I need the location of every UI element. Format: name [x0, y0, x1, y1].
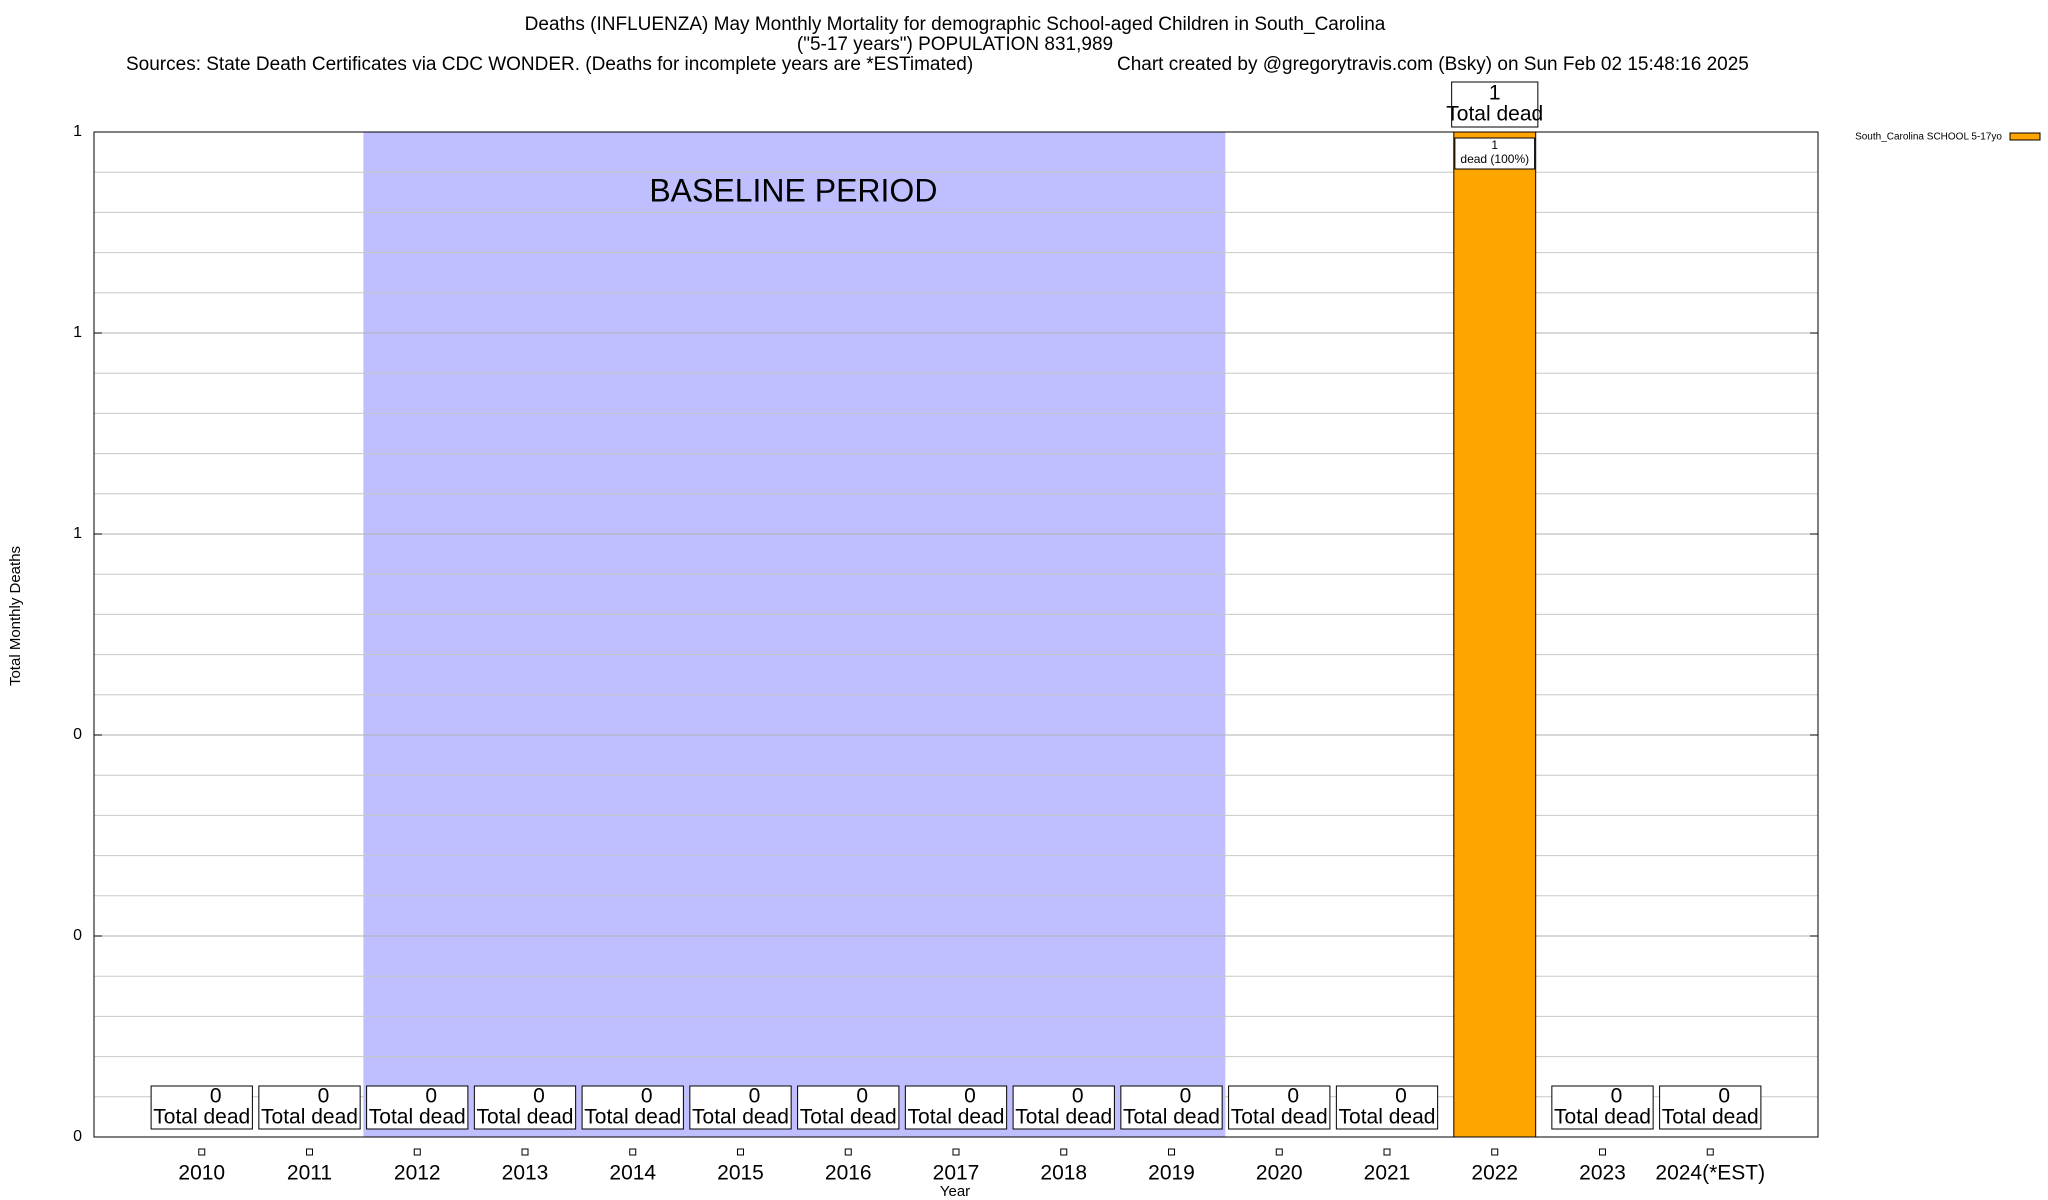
x-tick-label: 2012: [394, 1162, 441, 1185]
total-label: Total dead: [908, 1106, 1005, 1129]
x-tick: [1168, 1148, 1175, 1156]
x-tick: [952, 1148, 960, 1156]
total-label: Total dead: [1554, 1106, 1651, 1129]
x-tick: [844, 1148, 852, 1156]
chart-title: Deaths (INFLUENZA) May Monthly Mortality…: [525, 14, 1386, 35]
x-tick: [1599, 1148, 1606, 1156]
total-value-label: 0: [1072, 1085, 1084, 1108]
total-label: Total dead: [1339, 1106, 1436, 1129]
x-tick: [737, 1148, 744, 1156]
total-label: Total dead: [1446, 103, 1543, 126]
total-value-label: 0: [856, 1085, 868, 1108]
x-tick-label: 2011: [287, 1162, 332, 1185]
total-label: Total dead: [477, 1106, 574, 1129]
total-label-box: [1120, 1085, 1223, 1130]
x-tick-label: 2017: [933, 1162, 980, 1185]
total-label-box: [797, 1085, 900, 1130]
total-label-box: [150, 1085, 253, 1130]
x-tick: [1275, 1148, 1283, 1156]
y-tick-label: 0: [73, 726, 82, 743]
x-tick-label: 2023: [1579, 1162, 1626, 1185]
total-label: Total dead: [584, 1106, 681, 1129]
baseline-label: BASELINE PERIOD: [649, 172, 937, 208]
x-tick: [413, 1148, 421, 1156]
total-label-box: [258, 1085, 361, 1130]
x-tick-label: 2019: [1148, 1162, 1195, 1185]
total-label-box: [366, 1085, 469, 1130]
total-label-box: [904, 1085, 1008, 1130]
chart-subtitle: ("5-17 years") POPULATION 831,989: [797, 34, 1113, 55]
total-value-label: 0: [318, 1085, 330, 1108]
x-tick-label: 2016: [825, 1162, 872, 1185]
x-tick: [1383, 1148, 1391, 1156]
x-axis-label: Year: [940, 1183, 970, 1200]
segment-label-box: [1454, 137, 1536, 170]
total-label: Total dead: [1231, 1106, 1328, 1129]
total-label: Total dead: [153, 1106, 250, 1129]
x-tick-label: 2022: [1471, 1162, 1518, 1185]
y-axis-label: Total Monthly Deaths: [7, 546, 24, 686]
x-tick-label: 2013: [502, 1162, 549, 1185]
x-tick: [1706, 1148, 1714, 1156]
total-label: Total dead: [261, 1106, 358, 1129]
total-label-box: [1335, 1085, 1439, 1130]
x-tick: [1491, 1148, 1499, 1156]
total-value-label: 0: [425, 1085, 437, 1108]
x-tick: [629, 1148, 637, 1156]
total-label: Total dead: [1015, 1106, 1112, 1129]
x-tick: [306, 1148, 313, 1156]
segment-value-label: 1: [1491, 138, 1498, 152]
x-tick-label: 2024(*EST): [1655, 1162, 1765, 1185]
x-tick-label: 2014: [609, 1162, 656, 1185]
total-value-label: 0: [1718, 1085, 1730, 1108]
total-value-label: 0: [1611, 1085, 1623, 1108]
y-tick-label: 1: [73, 123, 82, 140]
total-label-box: [1659, 1085, 1762, 1130]
plot-frame: [93, 131, 1819, 1138]
total-label: Total dead: [1662, 1106, 1759, 1129]
total-value-label: 1: [1489, 82, 1501, 105]
total-label-box: [1551, 1085, 1654, 1130]
x-tick: [198, 1148, 206, 1156]
x-tick-label: 2015: [717, 1162, 764, 1185]
total-label-box: [1012, 1085, 1115, 1130]
total-label: Total dead: [692, 1106, 789, 1129]
y-tick-label: 1: [73, 525, 82, 542]
y-tick-label: 1: [73, 324, 82, 341]
total-label-box: [473, 1085, 577, 1130]
y-tick-label: 0: [73, 1128, 82, 1145]
total-value-label: 0: [1395, 1085, 1407, 1108]
total-label: Total dead: [800, 1106, 897, 1129]
y-tick-label: 0: [73, 927, 82, 944]
x-tick-label: 2021: [1364, 1162, 1411, 1185]
total-value-label: 0: [749, 1085, 761, 1108]
legend-label: South_Carolina SCHOOL 5-17yo: [1855, 132, 2002, 143]
x-tick-label: 2018: [1040, 1162, 1087, 1185]
segment-label: dead (100%): [1460, 152, 1529, 166]
total-value-label: 0: [210, 1085, 222, 1108]
total-label: Total dead: [1123, 1106, 1220, 1129]
bar: [1453, 131, 1537, 1138]
x-tick-label: 2010: [178, 1162, 225, 1185]
total-label-box: [1451, 81, 1539, 128]
source: Sources: State Death Certificates via CD…: [126, 54, 973, 75]
baseline-region: [363, 132, 1226, 1137]
total-value-label: 0: [964, 1085, 976, 1108]
x-tick: [521, 1148, 529, 1156]
total-label-box: [689, 1085, 792, 1130]
total-label-box: [581, 1085, 684, 1130]
total-value-label: 0: [533, 1085, 545, 1108]
credit: Chart created by @gregorytravis.com (Bsk…: [1117, 54, 1749, 75]
total-value-label: 0: [641, 1085, 653, 1108]
total-label: Total dead: [369, 1106, 466, 1129]
total-value-label: 0: [1180, 1085, 1192, 1108]
legend-swatch: [2009, 132, 2041, 141]
total-label-box: [1228, 1085, 1331, 1130]
total-value-label: 0: [1287, 1085, 1299, 1108]
x-tick: [1060, 1148, 1068, 1156]
x-tick-label: 2020: [1256, 1162, 1303, 1185]
